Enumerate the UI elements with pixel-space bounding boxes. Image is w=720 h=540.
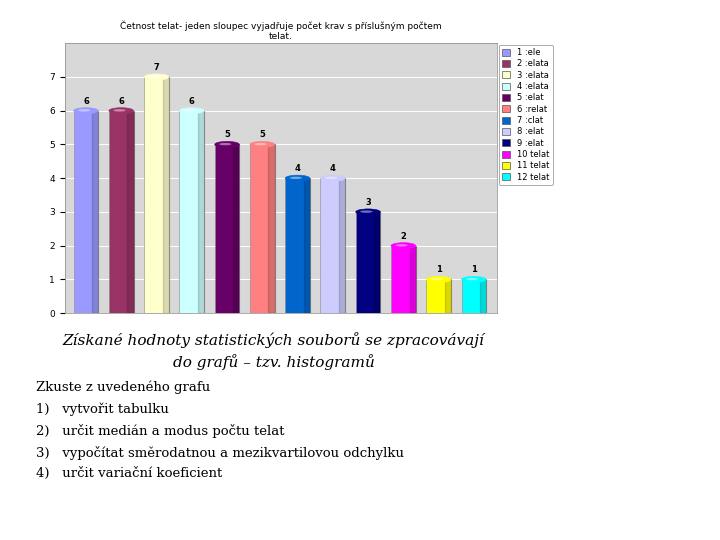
Text: do grafů – tzv. histogramů: do grafů – tzv. histogramů	[173, 354, 374, 369]
Ellipse shape	[215, 141, 239, 147]
Ellipse shape	[250, 141, 274, 147]
Ellipse shape	[184, 109, 196, 112]
Polygon shape	[410, 246, 415, 313]
Polygon shape	[480, 280, 486, 313]
Ellipse shape	[426, 276, 451, 282]
Bar	[356, 212, 380, 313]
Text: 4: 4	[294, 164, 300, 173]
Ellipse shape	[254, 143, 266, 145]
Text: 7: 7	[153, 63, 159, 72]
Ellipse shape	[466, 278, 478, 280]
Ellipse shape	[144, 74, 168, 80]
Polygon shape	[445, 280, 451, 313]
Bar	[250, 145, 274, 313]
Bar	[426, 280, 451, 313]
Polygon shape	[163, 77, 168, 313]
Ellipse shape	[113, 109, 125, 112]
Ellipse shape	[462, 276, 486, 282]
Ellipse shape	[391, 242, 415, 249]
Bar	[285, 178, 310, 313]
Bar	[462, 280, 486, 313]
Bar	[215, 145, 239, 313]
Text: 1: 1	[436, 265, 441, 274]
Text: Získané hodnoty statistických souborů se zpracovávají: Získané hodnoty statistických souborů se…	[63, 332, 485, 348]
Polygon shape	[374, 212, 380, 313]
Polygon shape	[269, 145, 274, 313]
Polygon shape	[92, 111, 99, 313]
Bar	[391, 246, 415, 313]
Title: Četnost telat- jeden sloupec vyjadřuje počet krav s příslušným počtem
telat.: Četnost telat- jeden sloupec vyjadřuje p…	[120, 20, 441, 41]
Bar	[73, 111, 99, 313]
Text: 5: 5	[224, 130, 230, 139]
Text: 1: 1	[471, 265, 477, 274]
Text: 3)   vypočítat směrodatnou a mezikvartilovou odchylku: 3) vypočítat směrodatnou a mezikvartilov…	[36, 446, 404, 460]
Text: 6: 6	[189, 97, 194, 106]
Ellipse shape	[73, 107, 99, 114]
Ellipse shape	[219, 143, 231, 145]
Ellipse shape	[431, 278, 443, 280]
Ellipse shape	[320, 175, 345, 181]
Polygon shape	[339, 178, 345, 313]
Polygon shape	[198, 111, 204, 313]
Bar	[179, 111, 204, 313]
Ellipse shape	[179, 107, 204, 114]
Legend: 1 :ele, 2 :elata, 3 :elata, 4 :elata, 5 :elat, 6 :relat, 7 :clat, 8 :elat, 9 :el: 1 :ele, 2 :elata, 3 :elata, 4 :elata, 5 …	[499, 45, 553, 185]
Ellipse shape	[285, 175, 310, 181]
Bar	[320, 178, 345, 313]
Ellipse shape	[325, 177, 337, 179]
Bar	[109, 111, 134, 313]
Ellipse shape	[395, 244, 408, 247]
Text: 3: 3	[365, 198, 371, 207]
Text: 1)   vytvořit tabulku: 1) vytvořit tabulku	[36, 402, 169, 416]
Ellipse shape	[289, 177, 302, 179]
Text: 2)   určit medián a modus počtu telat: 2) určit medián a modus počtu telat	[36, 424, 284, 438]
Text: 6: 6	[118, 97, 124, 106]
Ellipse shape	[78, 109, 91, 112]
Polygon shape	[304, 178, 310, 313]
Ellipse shape	[360, 211, 372, 213]
Text: 4: 4	[330, 164, 336, 173]
Bar	[144, 77, 168, 313]
Text: 5: 5	[259, 130, 265, 139]
Polygon shape	[127, 111, 134, 313]
Text: 2: 2	[400, 232, 406, 241]
Ellipse shape	[356, 209, 380, 215]
Polygon shape	[233, 145, 239, 313]
Text: 6: 6	[83, 97, 89, 106]
Text: 4)   určit variační koeficient: 4) určit variační koeficient	[36, 467, 222, 480]
Ellipse shape	[109, 107, 134, 114]
Ellipse shape	[148, 76, 161, 78]
Text: Zkuste z uvedeného grafu: Zkuste z uvedeného grafu	[36, 381, 210, 394]
